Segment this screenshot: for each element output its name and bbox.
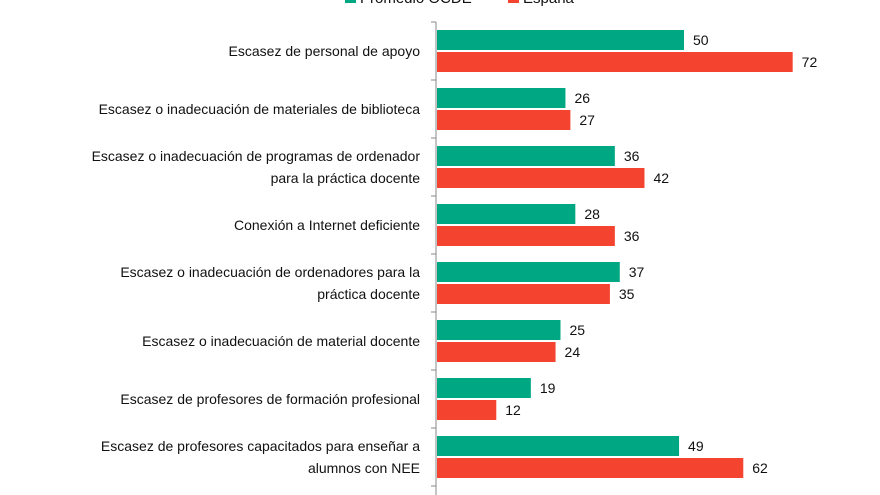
bar-espana [437,284,610,304]
bar-ocde [437,30,684,50]
category-label: Escasez de personal de apoyo [229,43,421,59]
bar-ocde [437,320,561,340]
bar-ocde [437,88,566,108]
category-label: Escasez o inadecuación de materiales de … [99,101,421,117]
bar-ocde [437,378,531,398]
bar-ocde [437,262,620,282]
bar-espana [437,110,571,130]
bar-ocde [437,204,576,224]
category-label: Escasez o inadecuación de material docen… [142,333,420,349]
bar-espana [437,400,497,420]
legend-swatch [345,0,356,3]
data-label: 35 [619,286,635,302]
category-label: Escasez de profesores de formación profe… [120,391,420,407]
category-label: Escasez o inadecuación de programas de o… [92,148,421,186]
category-label: Escasez de profesores capacitados para e… [101,438,420,476]
bar-espana [437,226,615,246]
data-label: 26 [574,90,590,106]
bar-espana [437,458,744,478]
data-label: 37 [629,264,645,280]
data-label: 42 [653,170,669,186]
data-label: 36 [624,228,640,244]
data-label: 24 [565,344,581,360]
data-label: 19 [540,380,556,396]
bar-ocde [437,436,680,456]
bar-espana [437,342,556,362]
legend-label: Promedio OCDE [360,0,472,7]
data-label: 27 [579,112,595,128]
data-label: 62 [752,460,768,476]
data-label: 12 [505,402,521,418]
data-label: 72 [802,54,818,70]
data-label: 49 [688,438,704,454]
legend-swatch [508,0,519,3]
legend-label: España [523,0,575,7]
data-label: 36 [624,148,640,164]
bar-espana [437,52,793,72]
bar-espana [437,168,645,188]
category-label: Conexión a Internet deficiente [234,217,420,233]
data-label: 50 [693,32,709,48]
data-label: 25 [570,322,586,338]
bar-ocde [437,146,615,166]
data-label: 28 [584,206,600,222]
category-label: Escasez o inadecuación de ordenadores pa… [120,264,420,302]
